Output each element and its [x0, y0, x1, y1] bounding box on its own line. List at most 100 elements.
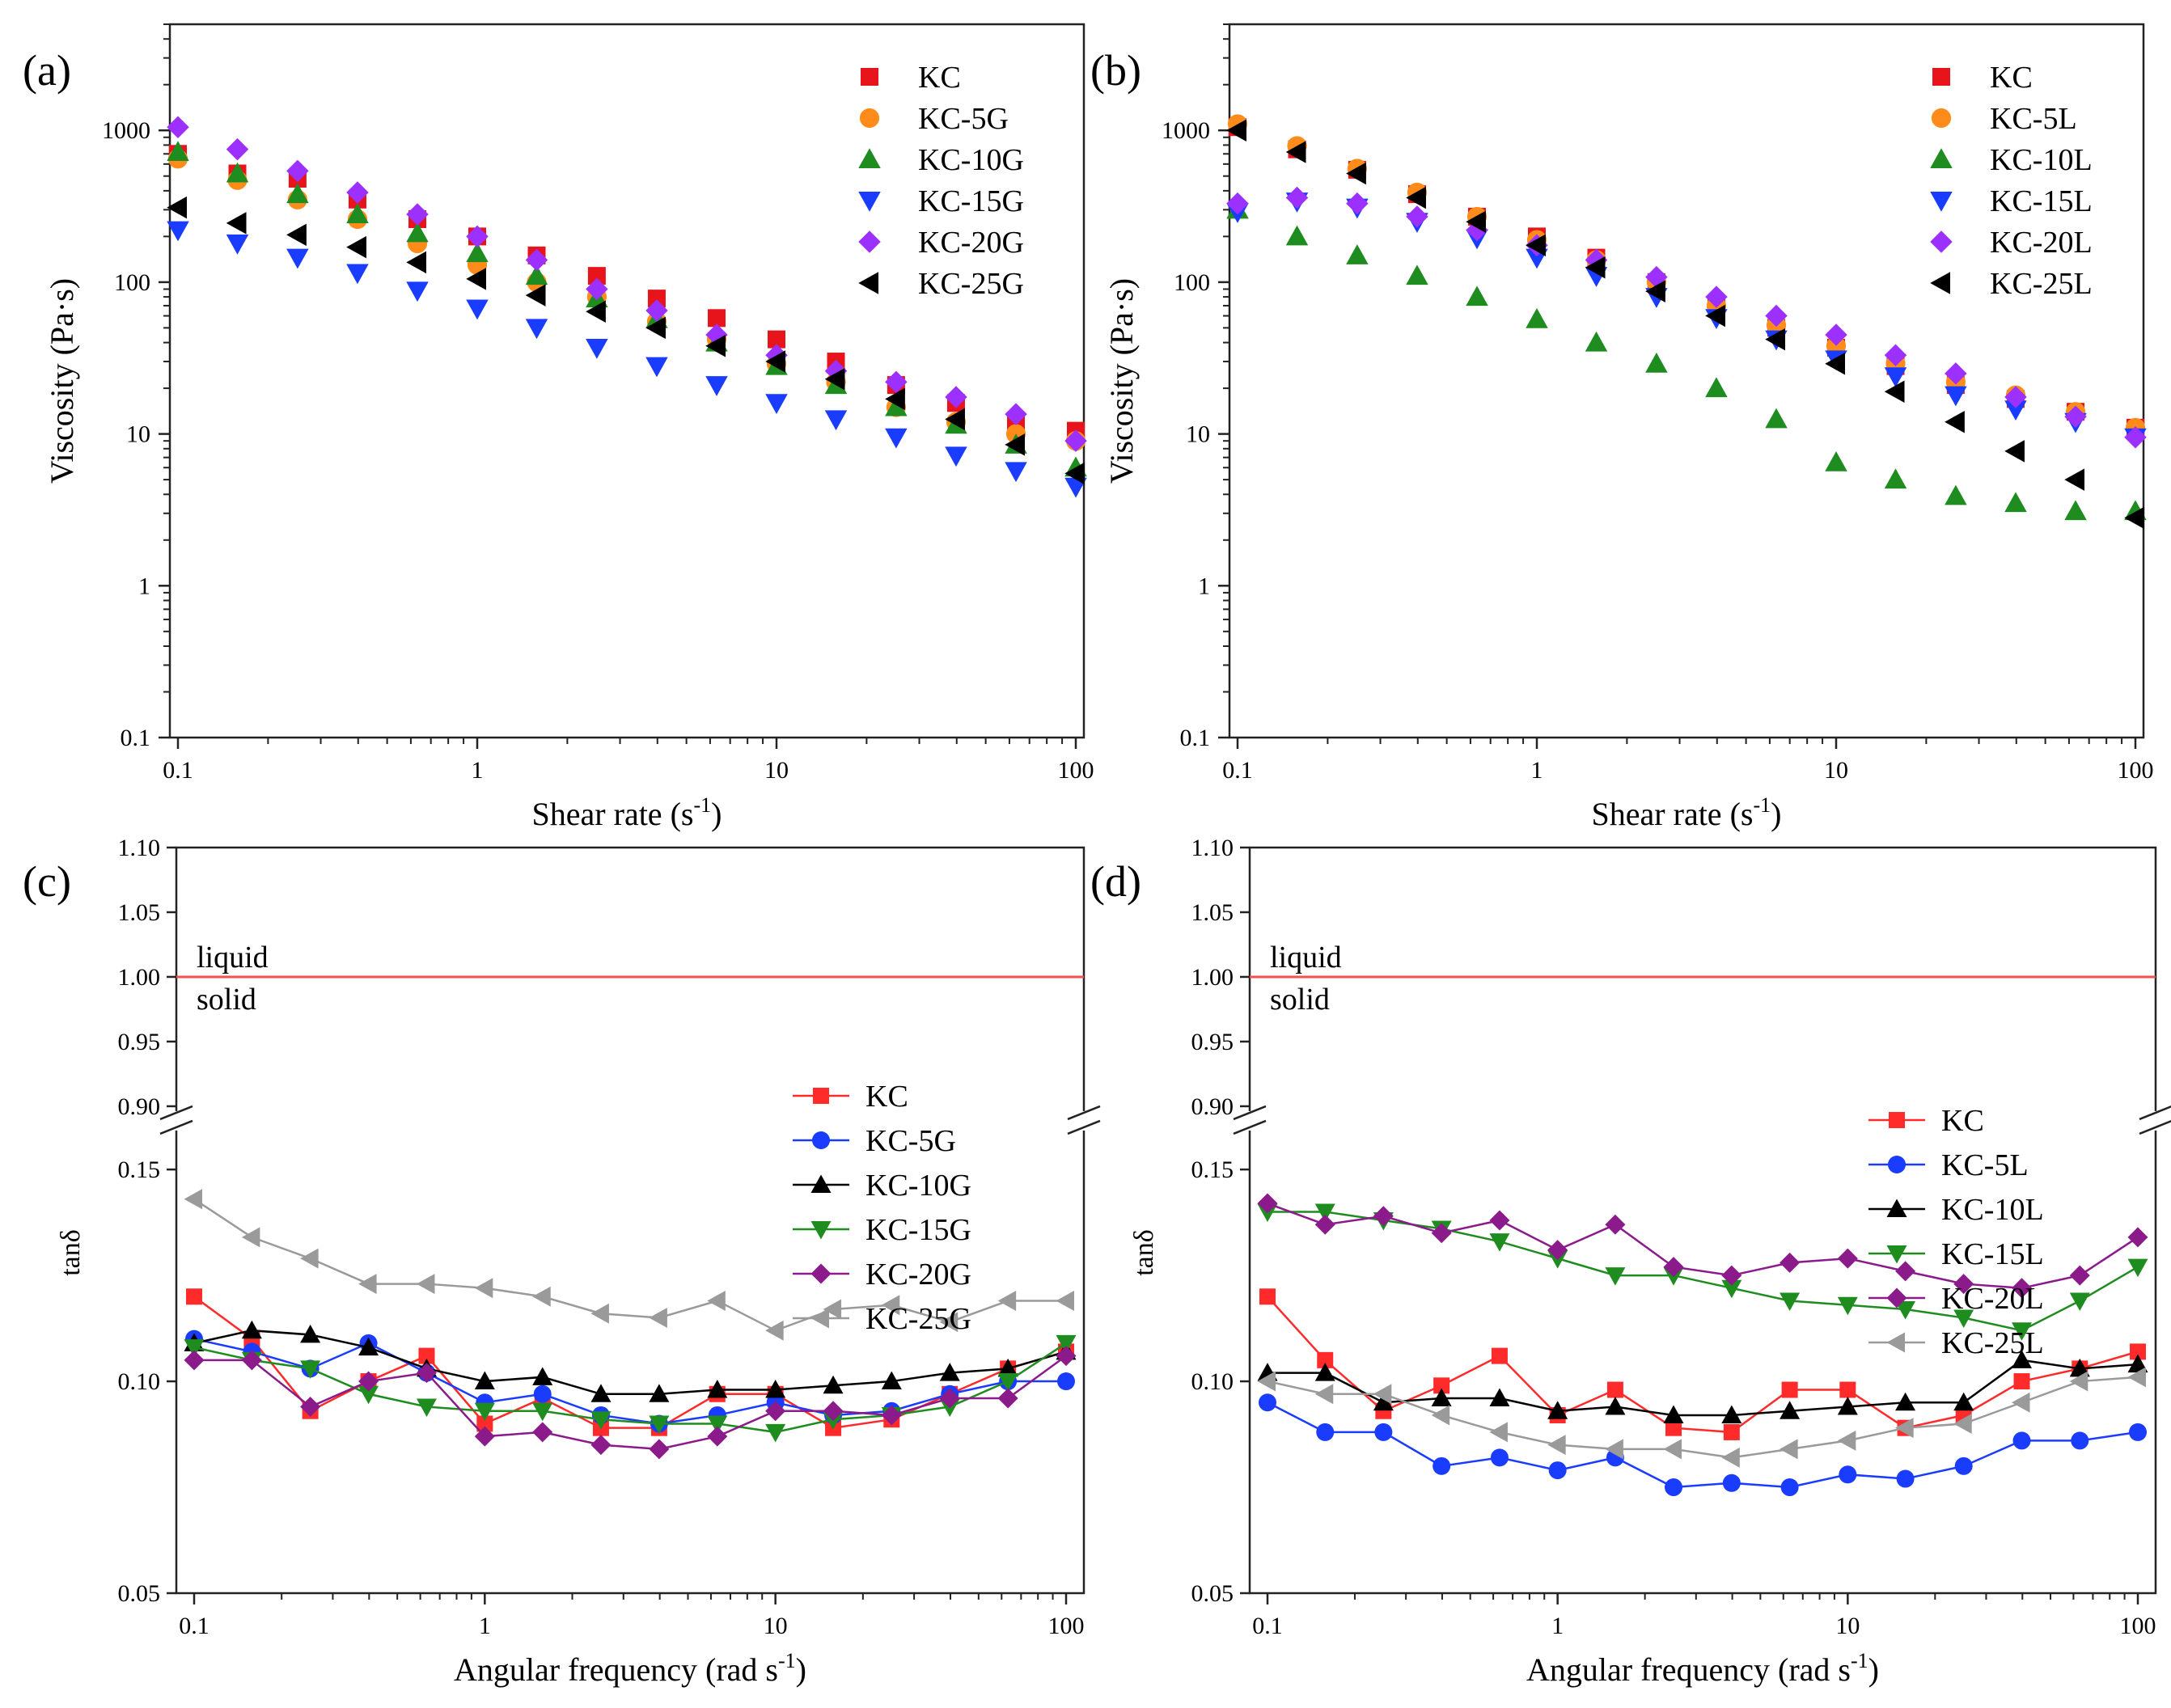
data-point — [939, 1363, 960, 1381]
data-point — [286, 183, 309, 204]
data-point — [1005, 433, 1026, 456]
data-point — [1259, 1393, 1276, 1412]
data-point — [406, 203, 429, 226]
series-KC-25L — [1226, 119, 2144, 530]
data-point — [2124, 426, 2147, 449]
y-tick-label: 10 — [126, 421, 150, 448]
y-axis-title: tanδ — [1129, 1229, 1159, 1276]
data-point — [2013, 1373, 2030, 1390]
data-point — [167, 141, 189, 161]
data-point — [1547, 1401, 1568, 1419]
series-line — [193, 1338, 1066, 1425]
x-axis-title-tail: ) — [1771, 796, 1781, 832]
data-point — [1663, 1439, 1682, 1460]
data-point — [1005, 462, 1027, 483]
series-line — [193, 1329, 1067, 1396]
y-tick-label: 0.15 — [1191, 1156, 1234, 1183]
data-point — [532, 1402, 553, 1422]
data-point — [765, 1423, 786, 1443]
data-point — [1373, 1384, 1392, 1405]
data-point — [474, 1278, 493, 1299]
data-point — [1285, 141, 1306, 163]
data-point — [823, 1375, 844, 1394]
data-point — [1825, 450, 1847, 471]
chart-panel-a: 0.1 1 10 100 0.1 1 10 100 1000 (a) Shear rate (s-1… — [23, 23, 1094, 832]
data-point — [1780, 1439, 1798, 1460]
legend-marker — [1930, 148, 1953, 168]
data-point — [1605, 1439, 1623, 1460]
y-tick-label: 1.10 — [1191, 835, 1234, 861]
legend-marker — [1886, 1199, 1907, 1217]
series-KC-5L — [1259, 1393, 2147, 1497]
x-axis-title: Shear rate (s-1) — [532, 793, 722, 832]
solid-label: solid — [1270, 983, 1330, 1017]
x-tick-label: 100 — [1048, 1613, 1085, 1639]
data-point — [1489, 1422, 1508, 1443]
data-point — [167, 221, 189, 242]
data-point — [823, 1401, 844, 1422]
data-point — [1285, 225, 1309, 246]
x-tick-label: 1 — [472, 757, 484, 784]
y-tick-label: 0.05 — [118, 1580, 161, 1607]
data-point — [765, 350, 785, 373]
data-point — [226, 162, 249, 183]
axis-break-mark — [159, 1105, 193, 1121]
data-point — [885, 387, 905, 411]
legend-marker — [1886, 1332, 1905, 1353]
x-tick-label: 0.1 — [179, 1613, 209, 1639]
data-point — [2069, 1292, 2090, 1312]
data-point — [2071, 1431, 2089, 1450]
data-point — [765, 1401, 786, 1422]
legend-label: KC-5L — [1941, 1148, 2029, 1182]
y-axis-title: Viscosity (Pa·s) — [44, 278, 80, 484]
legend-label: KC — [1990, 61, 2033, 95]
data-point — [1705, 304, 1725, 328]
data-point — [1825, 353, 1845, 375]
data-point — [939, 1388, 960, 1409]
data-point — [1056, 1291, 1074, 1312]
x-axis-title-sup: -1 — [693, 793, 711, 817]
data-point — [1285, 186, 1309, 209]
series-KC-10L — [1226, 198, 2147, 521]
axis-break-mark — [1233, 1105, 1267, 1121]
data-point — [167, 196, 187, 219]
y-tick-label: 0.05 — [1191, 1580, 1234, 1607]
data-point — [586, 277, 608, 301]
y-tick-label: 1.05 — [118, 899, 161, 926]
legend-marker — [810, 1308, 829, 1329]
data-point — [1884, 380, 1905, 404]
data-point — [649, 1384, 670, 1402]
data-point — [2011, 1392, 2030, 1413]
x-axis-title-main: Shear rate (s — [1592, 796, 1754, 832]
legend-marker — [1930, 230, 1953, 253]
data-point — [997, 1373, 1018, 1392]
plot-frame — [175, 846, 1086, 1595]
data-point — [824, 410, 848, 431]
legend-label: KC-5L — [1990, 102, 2077, 136]
x-axis-title-tail: ) — [1868, 1651, 1879, 1688]
legend-marker — [858, 148, 881, 168]
data-point — [1839, 1465, 1857, 1484]
plot-frame — [1228, 23, 2145, 739]
data-point — [525, 319, 548, 340]
legend-marker — [1930, 192, 1953, 212]
legend-marker — [1932, 68, 1950, 86]
series-line — [1267, 1401, 2139, 1489]
data-point — [1526, 307, 1548, 328]
data-point — [226, 212, 247, 235]
data-point — [286, 248, 309, 269]
series-KC-20L — [1257, 1193, 2148, 1299]
data-point — [881, 1371, 902, 1390]
data-point — [476, 1415, 493, 1432]
data-point — [586, 338, 608, 359]
data-point — [645, 299, 668, 322]
panel-label: (a) — [23, 46, 71, 95]
x-tick-label: 10 — [1835, 1613, 1860, 1639]
data-point — [587, 267, 606, 285]
data-point — [768, 330, 785, 349]
data-point — [474, 1371, 495, 1390]
series-KC-5G — [185, 1330, 1075, 1433]
series-line — [1267, 1296, 2139, 1434]
data-point — [1057, 1372, 1075, 1391]
